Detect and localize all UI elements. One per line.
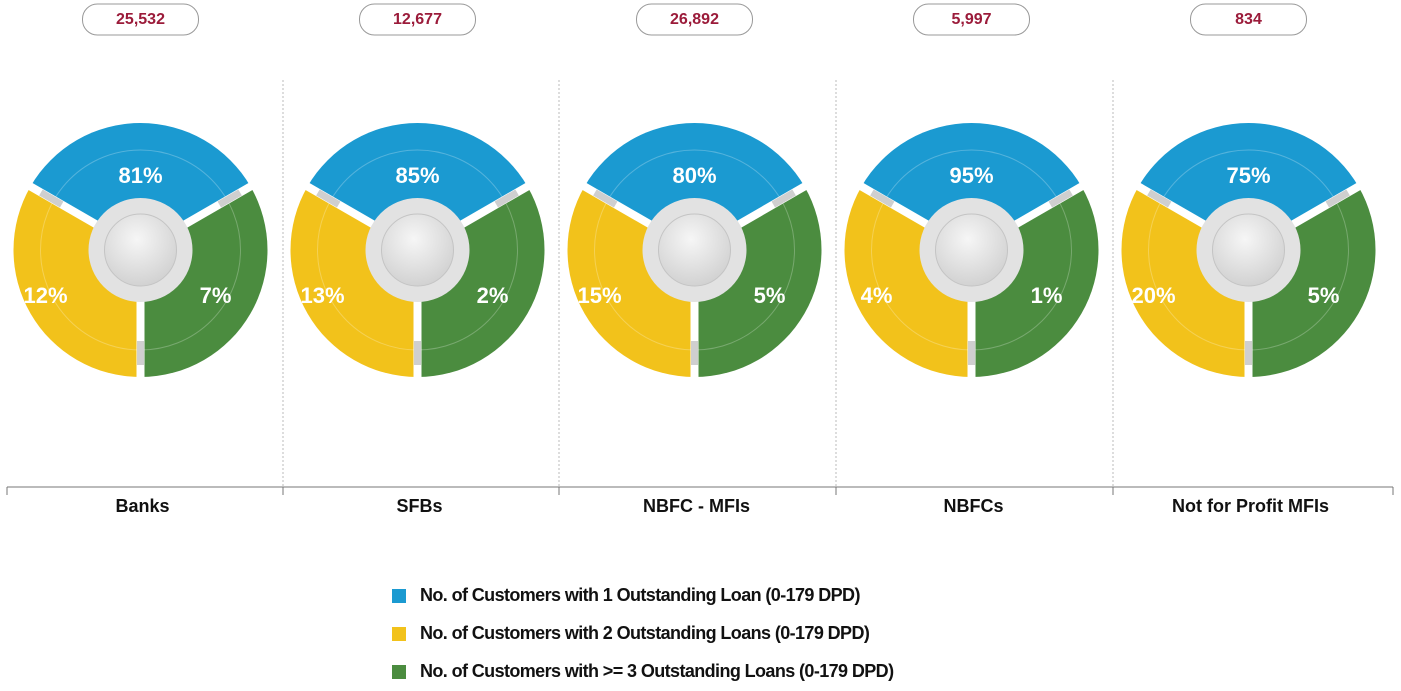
- total-value: 26,892: [670, 11, 719, 28]
- gap-tab: [1325, 189, 1350, 208]
- share-label: 7%: [200, 283, 232, 308]
- share-label: 15%: [577, 283, 621, 308]
- share-label: 13%: [300, 283, 344, 308]
- share-label: 2%: [477, 283, 509, 308]
- total-pill: [359, 3, 476, 36]
- category-label: Not for Profit MFIs: [1172, 496, 1329, 516]
- gap-tab: [217, 189, 242, 208]
- hub: [381, 213, 454, 287]
- gap-tab: [39, 189, 64, 208]
- category-label: Banks: [115, 496, 169, 516]
- share-label: 1%: [1031, 283, 1063, 308]
- gap-tab: [1048, 189, 1073, 208]
- share-label: 4%: [861, 283, 893, 308]
- share-label: 5%: [1308, 283, 1340, 308]
- total-value: 834: [1235, 11, 1262, 28]
- category-label: NBFCs: [943, 496, 1003, 516]
- total-value: 25,532: [116, 11, 165, 28]
- share-label: 80%: [672, 163, 716, 188]
- share-label: 20%: [1131, 283, 1175, 308]
- total-pill: [913, 3, 1030, 36]
- gap-tab: [593, 189, 618, 208]
- hub: [935, 213, 1008, 287]
- gap-tab: [494, 189, 519, 208]
- gap-tab: [771, 189, 796, 208]
- total-value: 5,997: [951, 11, 991, 28]
- total-pill: [82, 3, 199, 36]
- share-label: 95%: [949, 163, 993, 188]
- hub: [1212, 213, 1285, 287]
- gap-tab: [1147, 189, 1172, 208]
- hub: [104, 213, 177, 287]
- total-pill: [1190, 3, 1307, 36]
- share-label: 75%: [1226, 163, 1270, 188]
- category-label: SFBs: [396, 496, 442, 516]
- legend-swatch: [392, 627, 406, 641]
- legend-label: No. of Customers with 1 Outstanding Loan…: [420, 585, 860, 605]
- legend-label: No. of Customers with 2 Outstanding Loan…: [420, 623, 870, 643]
- total-pill: [636, 3, 753, 36]
- share-label: 12%: [23, 283, 67, 308]
- share-label: 85%: [395, 163, 439, 188]
- share-label: 81%: [118, 163, 162, 188]
- hub: [658, 213, 731, 287]
- total-value: 12,677: [393, 11, 442, 28]
- gap-tab: [870, 189, 895, 208]
- segment: [1138, 123, 1359, 250]
- gap-tab: [316, 189, 341, 208]
- legend-label: No. of Customers with >= 3 Outstanding L…: [420, 661, 894, 681]
- share-label: 5%: [754, 283, 786, 308]
- category-label: NBFC - MFIs: [643, 496, 750, 516]
- legend-swatch: [392, 589, 406, 603]
- legend-swatch: [392, 665, 406, 679]
